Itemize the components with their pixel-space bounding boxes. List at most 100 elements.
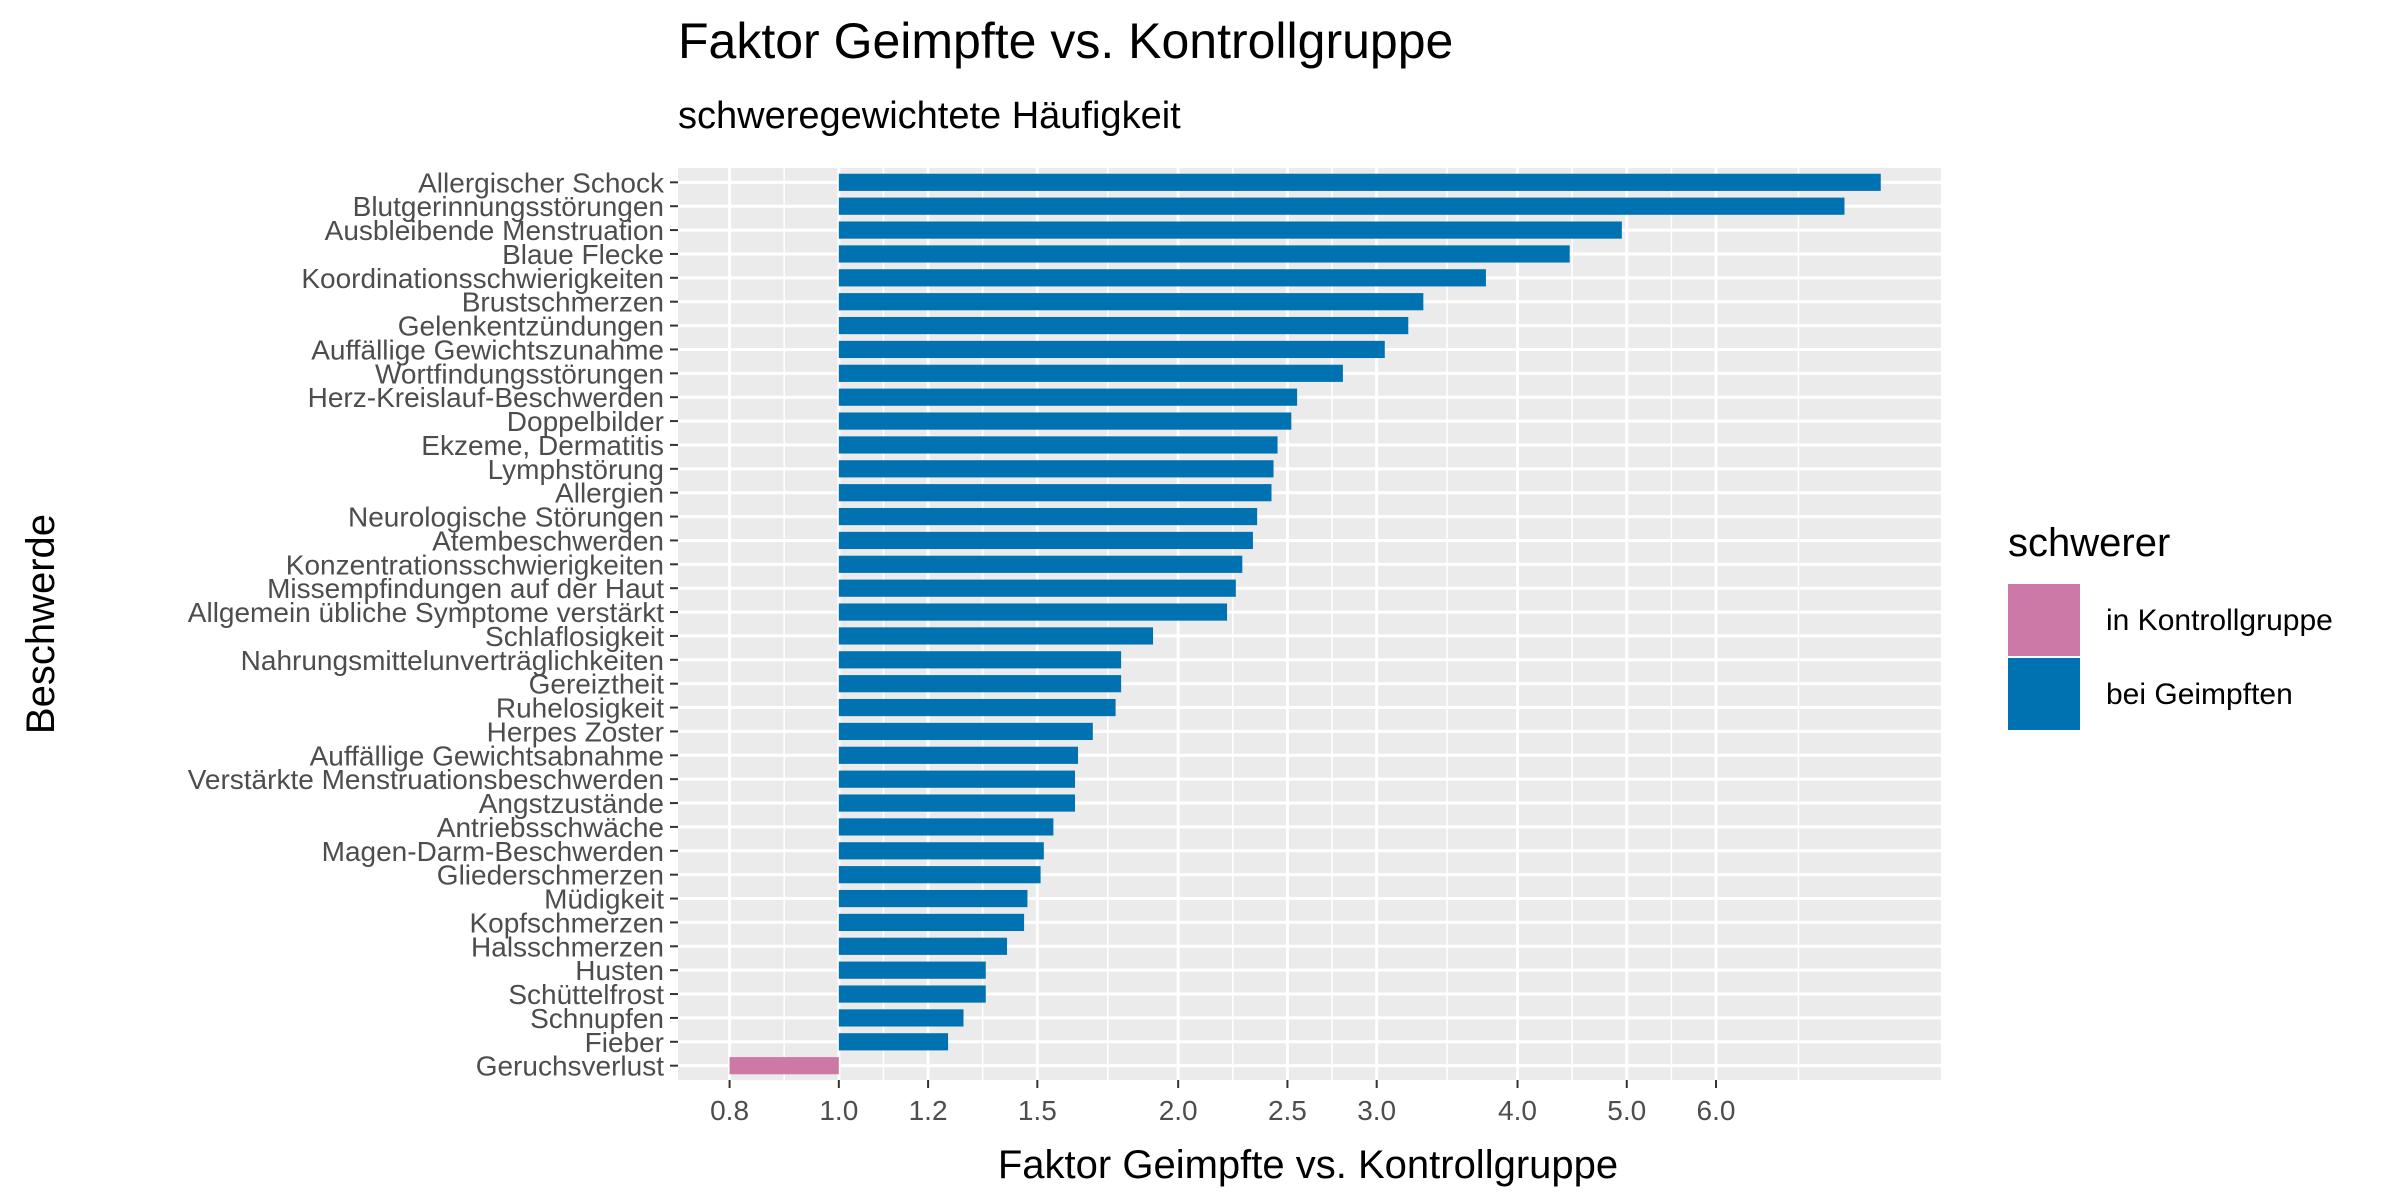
category-label: Kopfschmerzen	[469, 907, 664, 938]
category-label: Müdigkeit	[544, 884, 664, 915]
category-label: Angstzustände	[479, 788, 664, 819]
bar	[838, 675, 1122, 693]
bar	[838, 221, 1622, 239]
bar	[838, 555, 1243, 573]
category-label: Ruhelosigkeit	[496, 693, 664, 724]
bar	[838, 937, 1008, 955]
category-label: Gliederschmerzen	[437, 860, 664, 891]
x-tick-label: 2.5	[1268, 1095, 1307, 1126]
chart-subtitle: schweregewichtete Häufigkeit	[678, 95, 1181, 137]
bar	[838, 364, 1343, 382]
category-label: Doppelbilder	[507, 406, 664, 437]
x-tick-label: 5.0	[1607, 1095, 1646, 1126]
legend-label-geimpfte: bei Geimpften	[2106, 678, 2293, 711]
category-label: Auffällige Gewichtsabnahme	[310, 740, 664, 771]
bar	[838, 316, 1409, 335]
legend: schwerer in Kontrollgruppe bei Geimpften	[2008, 521, 2333, 730]
category-label: Schlaflosigkeit	[485, 621, 664, 652]
category-label: Ekzeme, Dermatitis	[421, 430, 664, 461]
bar	[838, 269, 1486, 287]
category-label: Herz-Kreislauf-Beschwerden	[308, 382, 664, 413]
x-axis-title: Faktor Geimpfte vs. Kontrollgruppe	[998, 1143, 1618, 1187]
bar	[838, 531, 1253, 550]
category-label: Neurologische Störungen	[348, 502, 664, 533]
bar	[838, 746, 1079, 764]
category-label: Schnupfen	[530, 1003, 664, 1034]
bar	[838, 985, 986, 1003]
category-label: Wortfindungsstörungen	[375, 358, 664, 389]
legend-title: schwerer	[2008, 521, 2170, 565]
category-label: Schüttelfrost	[508, 979, 664, 1010]
x-tick-label: 4.0	[1498, 1095, 1537, 1126]
bar	[838, 197, 1845, 215]
bar	[729, 1057, 839, 1075]
bar	[838, 627, 1154, 645]
category-label: Fieber	[585, 1027, 664, 1058]
category-label: Konzentrationsschwierigkeiten	[286, 549, 664, 580]
category-label: Nahrungsmittelunverträglichkeiten	[241, 645, 664, 676]
bar	[838, 507, 1258, 526]
legend-label-kontrollgruppe: in Kontrollgruppe	[2106, 604, 2333, 637]
bar	[838, 245, 1570, 263]
category-label: Allergien	[555, 478, 664, 509]
bar	[838, 866, 1041, 884]
category-label: Blutgerinnungsstörungen	[353, 191, 664, 222]
bar	[838, 842, 1044, 860]
bar	[838, 412, 1292, 430]
category-label: Atembeschwerden	[432, 525, 664, 556]
category-label: Koordinationsschwierigkeiten	[301, 263, 664, 294]
bar	[838, 913, 1025, 932]
x-axis: 0.8 1.0 1.2 1.5 2.0 2.5 3.0 4.0 5.0 6.0	[710, 1080, 1735, 1126]
bar	[838, 579, 1236, 597]
category-label: Verstärkte Menstruationsbeschwerden	[188, 764, 664, 795]
category-label: Gereiztheit	[529, 669, 665, 700]
category-label: Lymphstörung	[488, 454, 664, 485]
y-axis-title: Beschwerde	[19, 514, 63, 734]
bars	[729, 173, 1881, 1075]
bar	[838, 722, 1093, 741]
bar	[838, 484, 1272, 502]
x-tick-label: 2.0	[1159, 1095, 1198, 1126]
bar	[838, 436, 1278, 454]
legend-swatch-kontrollgruppe	[2008, 584, 2080, 656]
bar	[838, 651, 1122, 669]
bar	[838, 340, 1385, 359]
bar	[838, 818, 1054, 836]
x-tick-label: 1.0	[819, 1095, 858, 1126]
category-label: Blaue Flecke	[502, 239, 664, 270]
category-label: Magen-Darm-Beschwerden	[322, 836, 664, 867]
bar	[838, 698, 1116, 717]
category-label: Auffällige Gewichtszunahme	[311, 334, 664, 365]
category-label: Husten	[575, 955, 664, 986]
bar	[838, 794, 1076, 812]
bar	[838, 603, 1228, 621]
bar	[838, 293, 1424, 311]
category-label: Geruchsverlust	[476, 1051, 665, 1082]
bar	[838, 1009, 964, 1027]
category-label: Ausbleibende Menstruation	[325, 215, 664, 246]
x-tick-label: 6.0	[1697, 1095, 1736, 1126]
x-tick-label: 1.5	[1018, 1095, 1057, 1126]
bar	[838, 388, 1298, 406]
category-label: Gelenkentzündungen	[398, 311, 664, 342]
x-tick-label: 0.8	[710, 1095, 749, 1126]
bar	[838, 961, 986, 979]
x-tick-label: 3.0	[1357, 1095, 1396, 1126]
bar	[838, 770, 1076, 788]
bar	[838, 1033, 949, 1051]
category-label: Allgemein übliche Symptome verstärkt	[188, 597, 664, 628]
x-tick-label: 1.2	[909, 1095, 948, 1126]
chart-title: Faktor Geimpfte vs. Kontrollgruppe	[678, 13, 1453, 69]
category-label: Antriebsschwäche	[437, 812, 664, 843]
legend-swatch-geimpfte	[2008, 658, 2080, 730]
category-label: Herpes Zoster	[487, 716, 664, 747]
category-label: Missempfindungen auf der Haut	[267, 573, 664, 604]
category-axis: Allergischer SchockBlutgerinnungsstörung…	[188, 167, 678, 1082]
category-label: Brustschmerzen	[462, 287, 664, 318]
category-label: Allergischer Schock	[418, 167, 665, 198]
category-label: Halsschmerzen	[471, 931, 664, 962]
bar	[838, 173, 1881, 191]
bar	[838, 460, 1274, 478]
bar	[838, 889, 1028, 908]
